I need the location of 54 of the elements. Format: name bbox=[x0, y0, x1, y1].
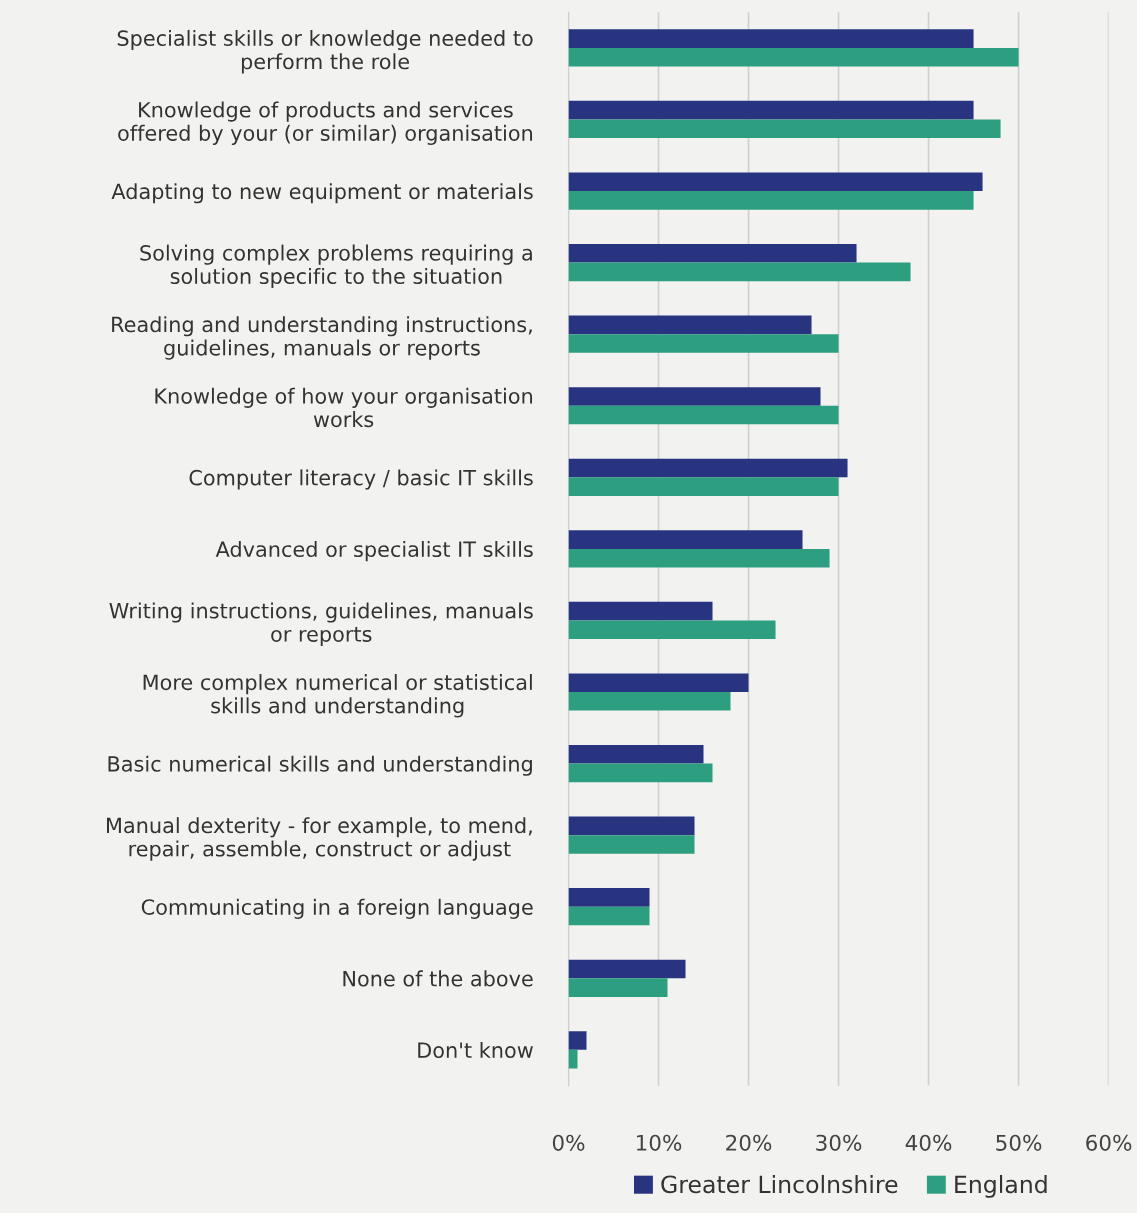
bar bbox=[568, 100, 974, 120]
y-tick-label: Adapting to new equipment or materials bbox=[111, 183, 533, 204]
bar bbox=[568, 673, 749, 693]
y-tick-label: More complex numerical or statistical skills and understanding bbox=[143, 674, 532, 718]
bar bbox=[568, 835, 695, 854]
y-tick-label: Solving complex problems requiring a solution specific to the situation bbox=[140, 244, 532, 289]
y-tick-label: Writing instructions, guidelines, manuals or reports bbox=[109, 602, 533, 646]
bar bbox=[568, 744, 704, 764]
y-tick-label: Knowledge of products and services offered by your (or similar) organisation bbox=[118, 101, 533, 145]
bar bbox=[568, 47, 1019, 67]
x-tick-label: 10% bbox=[636, 1134, 682, 1151]
bar bbox=[568, 978, 668, 997]
bar bbox=[568, 29, 974, 48]
y-tick-label: Advanced or specialist IT skills bbox=[215, 540, 533, 562]
bar bbox=[568, 906, 650, 926]
bar bbox=[568, 119, 1001, 139]
bar bbox=[568, 888, 650, 907]
y-tick-label: Specialist skills or knowledge needed to perform the role bbox=[117, 29, 533, 74]
bar bbox=[568, 763, 713, 783]
y-tick-label: Communicating in a foreign language bbox=[141, 898, 533, 919]
bar bbox=[568, 405, 839, 425]
bar bbox=[568, 548, 830, 568]
bar bbox=[568, 458, 848, 478]
bar bbox=[568, 530, 803, 549]
x-tick-label: 60% bbox=[1086, 1134, 1132, 1151]
bar bbox=[568, 959, 686, 979]
x-tick-label: 30% bbox=[816, 1134, 862, 1151]
bar bbox=[568, 620, 776, 640]
y-tick-label: Computer literacy / basic IT skills bbox=[189, 469, 533, 490]
bar bbox=[568, 477, 839, 496]
y-tick-label: Reading and understanding instructions, guidelines, manuals or reports bbox=[112, 316, 532, 360]
bar bbox=[568, 1049, 578, 1069]
bar bbox=[568, 387, 821, 406]
bar bbox=[568, 601, 713, 621]
bar bbox=[568, 334, 839, 353]
x-tick-label: 0% bbox=[552, 1134, 585, 1151]
bar bbox=[568, 692, 731, 711]
y-tick-label: Don't know bbox=[418, 1041, 533, 1059]
x-tick-label: 50% bbox=[996, 1134, 1042, 1151]
bar bbox=[568, 315, 812, 335]
bar bbox=[568, 191, 974, 210]
y-tick-label: Basic numerical skills and understanding bbox=[108, 755, 532, 776]
bar bbox=[568, 1031, 587, 1050]
bar bbox=[568, 262, 911, 282]
legend-label: England bbox=[955, 1174, 1047, 1198]
bar bbox=[568, 244, 857, 263]
bar bbox=[568, 172, 983, 192]
bar bbox=[568, 816, 695, 836]
y-tick-label: Manual dexterity - for example, to mend, repair, assemble, construct or adjust bbox=[107, 817, 532, 861]
x-tick-label: 40% bbox=[905, 1134, 952, 1151]
y-tick-label: None of the above bbox=[343, 970, 533, 987]
legend-label: Greater Lincolnshire bbox=[661, 1174, 898, 1194]
y-tick-label: Knowledge of how your organisation works bbox=[155, 387, 533, 428]
x-tick-label: 20% bbox=[726, 1134, 772, 1151]
